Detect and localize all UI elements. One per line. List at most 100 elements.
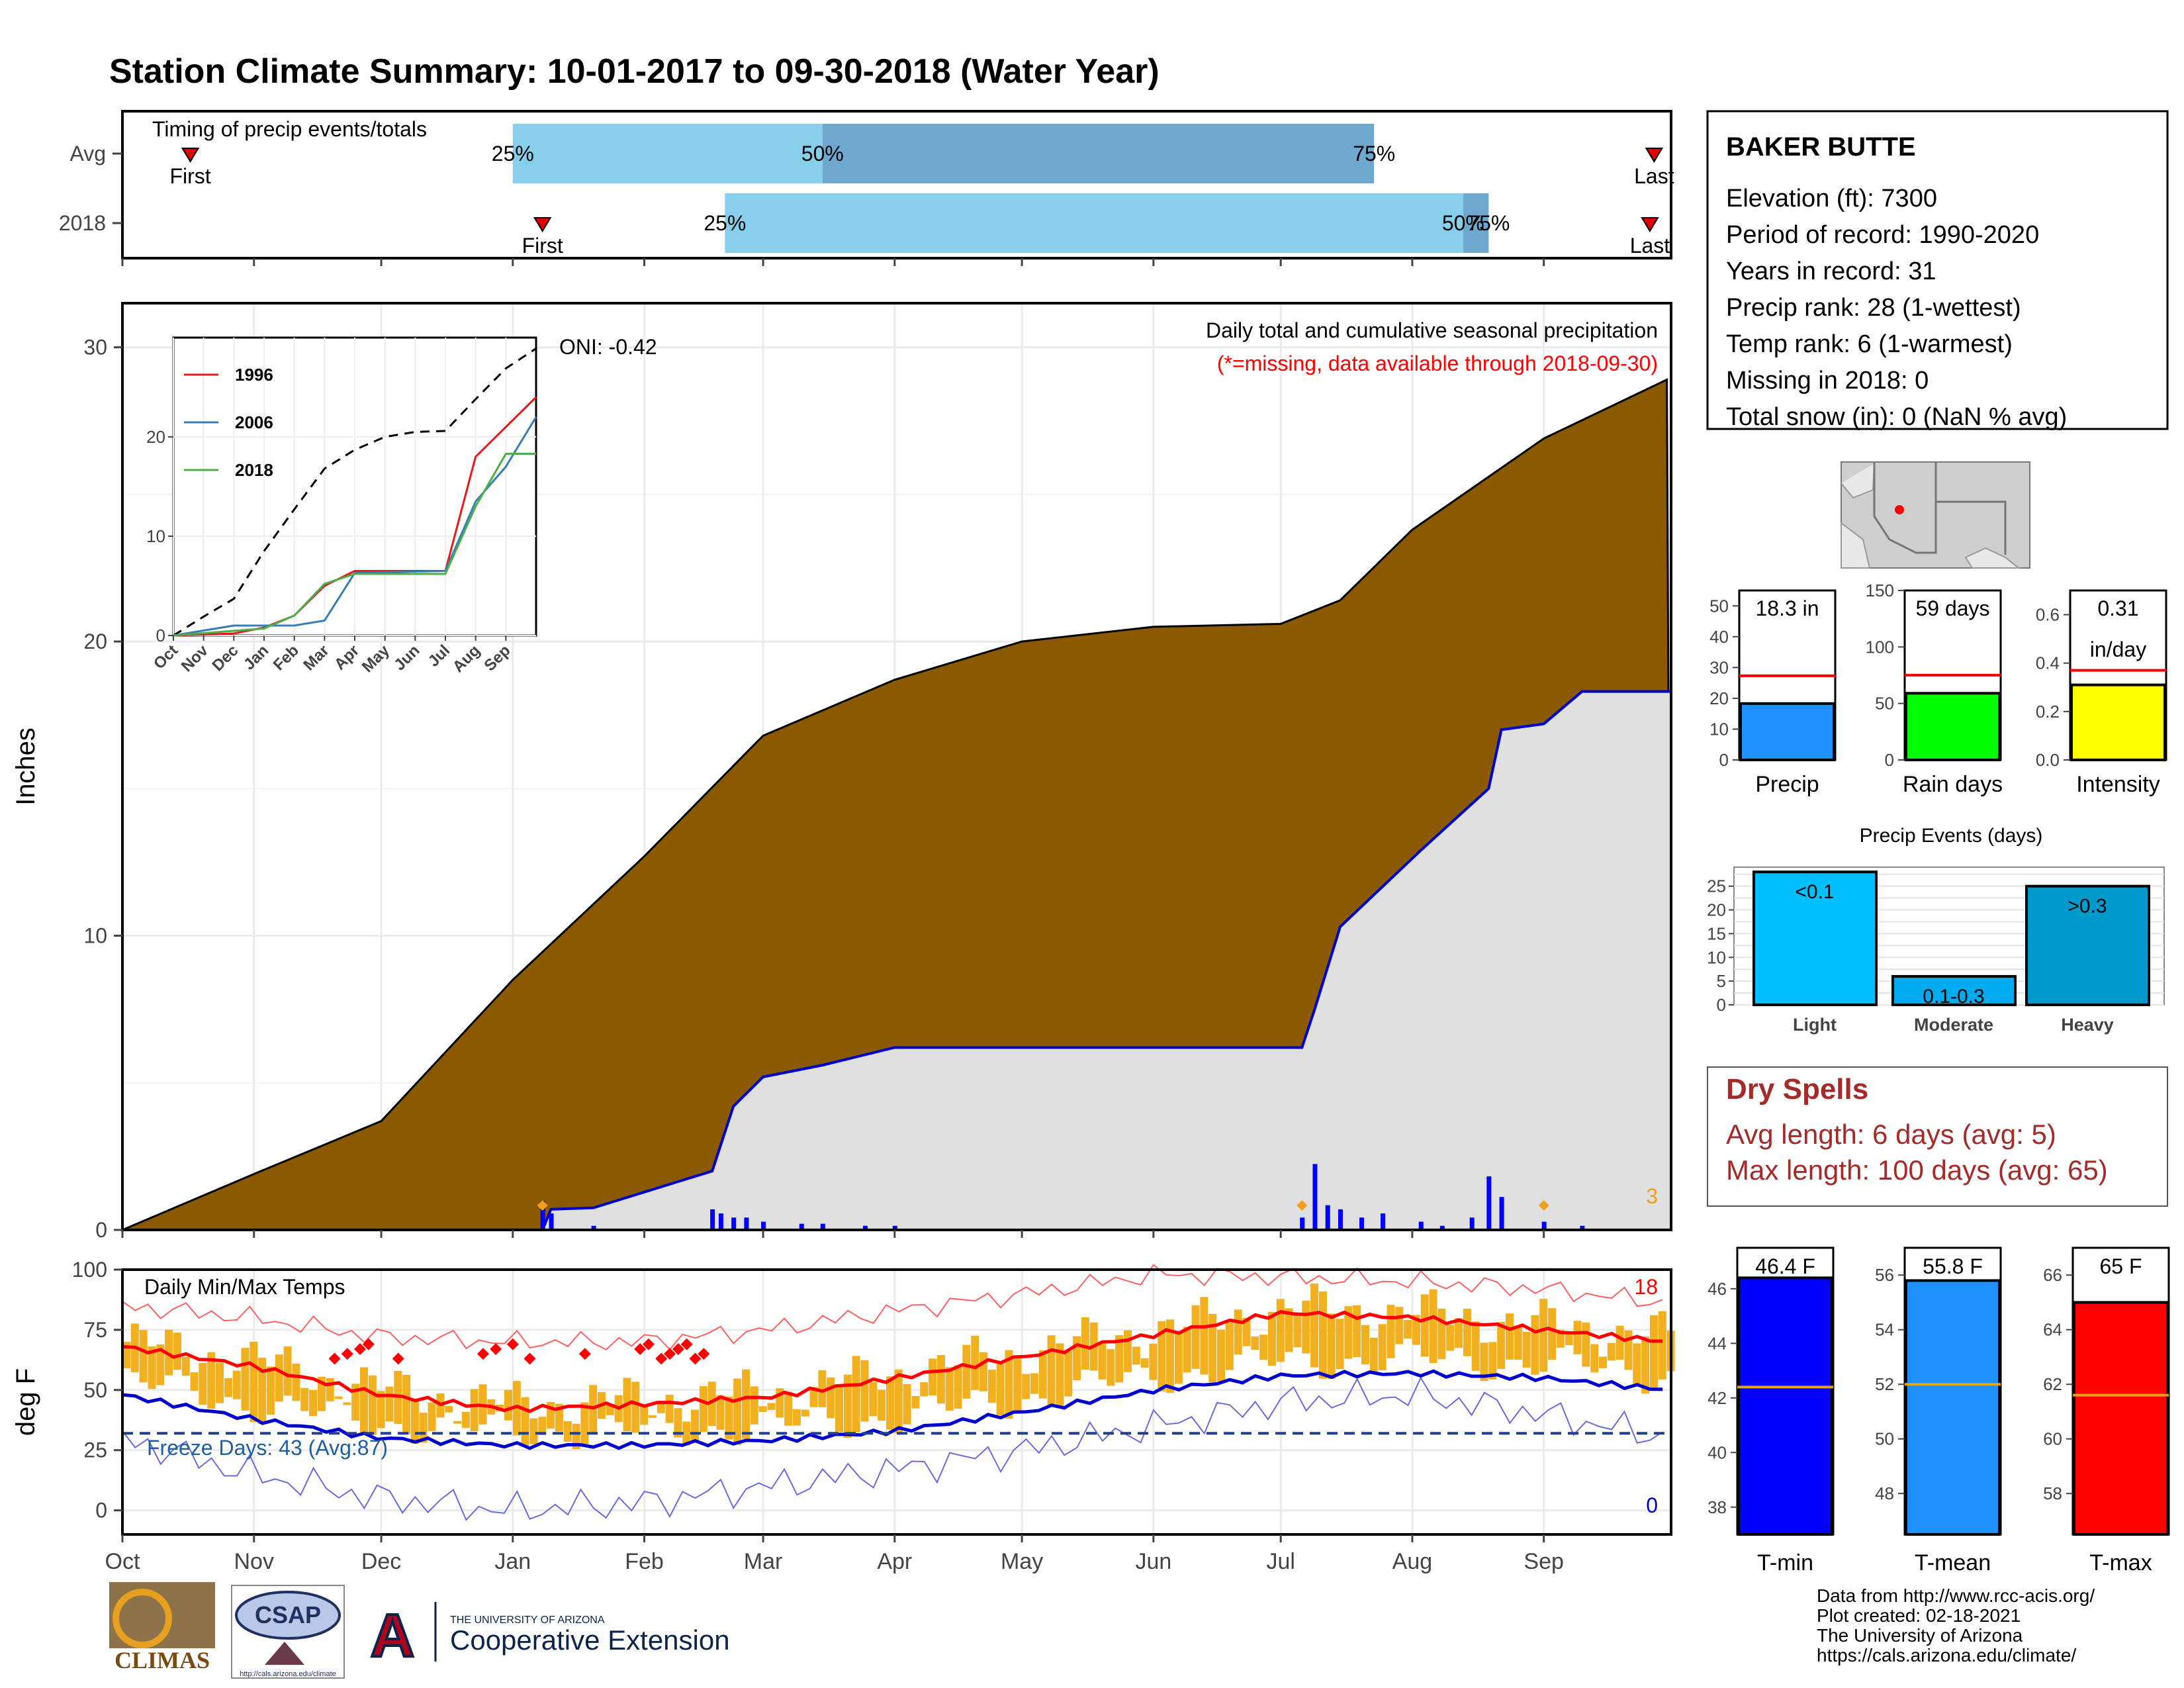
temp-caption: Daily Min/Max Temps <box>144 1275 345 1299</box>
daily-precip-bar <box>1312 1164 1318 1230</box>
mini-bar-value <box>1739 702 1835 761</box>
events-title: Precip Events (days) <box>1860 825 2043 847</box>
temp-bar-category-label: T-max <box>2089 1550 2152 1575</box>
record-high-marker <box>634 1343 647 1355</box>
record-high-marker <box>578 1348 591 1360</box>
timing-label: Timing of precip events/totals <box>152 117 427 141</box>
daily-temp-range-bar <box>1234 1309 1242 1355</box>
temp-bar-category-label: T-mean <box>1915 1550 1991 1575</box>
temp-bar-ytick-label: 48 <box>1875 1483 1894 1503</box>
daily-temp-range-bar <box>784 1391 793 1426</box>
ua-cooperative-extension-logo: A THE UNIVERSITY OF ARIZONA Cooperative … <box>363 1601 730 1671</box>
temp-bar-ytick-label: 40 <box>1707 1442 1727 1462</box>
daily-temp-range-bar <box>1590 1344 1599 1373</box>
mini-bar-ytick-label: 0.6 <box>2036 605 2060 625</box>
record-high-count: 18 <box>1634 1275 1658 1299</box>
record-high-marker <box>490 1343 502 1355</box>
daily-precip-bar <box>862 1225 868 1230</box>
daily-precip-bar <box>1300 1217 1305 1230</box>
first-event-label: First <box>522 234 563 258</box>
credits: Data from http://www.rcc-acis.org/ Plot … <box>1817 1585 2095 1665</box>
daily-temp-range-bar <box>716 1395 725 1430</box>
daily-temp-range-bar <box>631 1382 640 1433</box>
daily-temp-range-bar <box>1658 1311 1666 1380</box>
daily-temp-range-bar <box>1539 1299 1548 1372</box>
daily-temp-range-bar <box>1225 1322 1234 1370</box>
daily-temp-range-bar <box>266 1366 275 1415</box>
daily-temp-range-bar <box>1013 1356 1022 1411</box>
daily-temp-range-bar <box>309 1389 318 1417</box>
temp-bar-value <box>1905 1279 2001 1536</box>
daily-temp-range-bar <box>1242 1317 1251 1346</box>
daily-temp-range-bar <box>360 1367 369 1433</box>
record-high-marker <box>680 1338 693 1350</box>
daily-temp-range-bar <box>903 1383 911 1425</box>
temperature-means-bars: 38 40 42 44 46 46.4 F T-min 48 50 52 54 56 55.8 F T-m… <box>1707 1246 2170 1575</box>
daily-temp-range-bar <box>860 1360 869 1422</box>
timing-p25-label: 25% <box>492 142 534 165</box>
inset-ytick-label: 0 <box>156 626 165 645</box>
daily-temp-range-bar <box>792 1409 801 1426</box>
daily-temp-range-bar <box>181 1356 190 1376</box>
daily-temp-range-bar <box>1336 1319 1344 1370</box>
temp-ytick-label: 0 <box>95 1499 107 1523</box>
daily-temp-range-bar <box>445 1406 453 1413</box>
season-totals-bars: 0 10 20 30 40 50 18.3 in Precip 0 50 100 150 59 days… <box>1709 581 2167 797</box>
daily-temp-range-bar <box>139 1330 148 1383</box>
mini-bar-ytick-label: 10 <box>1709 719 1729 739</box>
daily-temp-range-bar <box>1073 1336 1081 1381</box>
csap-logo-text: CSAP <box>255 1601 321 1628</box>
timing-p25-label: 25% <box>704 211 746 235</box>
dry-spells-title: Dry Spells <box>1726 1073 1868 1105</box>
temp-bar-value-label: 65 F <box>2099 1254 2142 1278</box>
month-label: Jul <box>1266 1549 1295 1574</box>
record-low-count: 0 <box>1646 1493 1658 1517</box>
map-state-borders <box>1936 500 2007 555</box>
inset-average-line <box>173 348 537 637</box>
daily-temp-range-bar <box>1293 1315 1302 1348</box>
daily-temp-range-bar <box>1429 1289 1437 1364</box>
daily-temp-range-bar <box>852 1356 860 1432</box>
record-high-marker <box>341 1348 353 1360</box>
daily-temp-range-bar <box>1318 1291 1327 1379</box>
month-label: Nov <box>234 1549 274 1574</box>
temp-ytick-label: 25 <box>83 1438 107 1462</box>
daily-temp-range-bar <box>1369 1337 1378 1372</box>
last-event-marker <box>1645 148 1664 163</box>
daily-temp-range-bar <box>1565 1333 1573 1346</box>
daily-temp-range-bar <box>809 1387 818 1407</box>
cumulative-precip-2018-area <box>122 691 1671 1230</box>
events-ytick-label: 0 <box>1717 995 1726 1015</box>
daily-precip-bar <box>1469 1217 1475 1230</box>
daily-temp-range-bar <box>767 1403 776 1410</box>
daily-temp-range-bar <box>1463 1309 1471 1356</box>
mini-bar-unit-label: in/day <box>2090 637 2146 661</box>
daily-temp-range-bar <box>326 1378 334 1401</box>
events-category-label: Heavy <box>2061 1015 2114 1035</box>
daily-temp-range-bar <box>929 1358 937 1396</box>
daily-temp-range-bar <box>1361 1325 1369 1364</box>
record-high-marker <box>392 1352 404 1365</box>
precip-events-chart: Precip Events (days) <0.1 Light 0.1-0.3 Mod… <box>1707 825 2165 1035</box>
daily-temp-range-bar <box>1505 1313 1514 1360</box>
daily-temp-range-bar <box>1217 1329 1226 1382</box>
daily-temp-range-bar <box>1395 1307 1404 1344</box>
daily-temp-range-bar <box>1310 1283 1319 1368</box>
timing-p50-label: 50% <box>801 142 844 165</box>
events-ytick-label: 25 <box>1707 876 1726 896</box>
credit-university: The University of Arizona <box>1817 1625 2023 1646</box>
mini-bar-value <box>1905 692 2001 761</box>
daily-temp-range-bar <box>742 1369 750 1439</box>
precip-ytick-label: 20 <box>83 630 107 653</box>
daily-temp-range-bar <box>1107 1349 1115 1386</box>
dry-spells-max: Max length: 100 days (avg: 65) <box>1726 1154 2108 1186</box>
station-info-box: BAKER BUTTE Elevation (ft): 7300 Period … <box>1706 110 2169 431</box>
daily-temp-range-bar <box>419 1413 428 1443</box>
daily-temp-range-bar <box>368 1375 377 1435</box>
daily-temp-range-bar <box>173 1333 181 1370</box>
missing-data-marker <box>1297 1200 1308 1211</box>
precip-count: 3 <box>1646 1184 1658 1208</box>
daily-temp-range-bar <box>1267 1311 1276 1366</box>
